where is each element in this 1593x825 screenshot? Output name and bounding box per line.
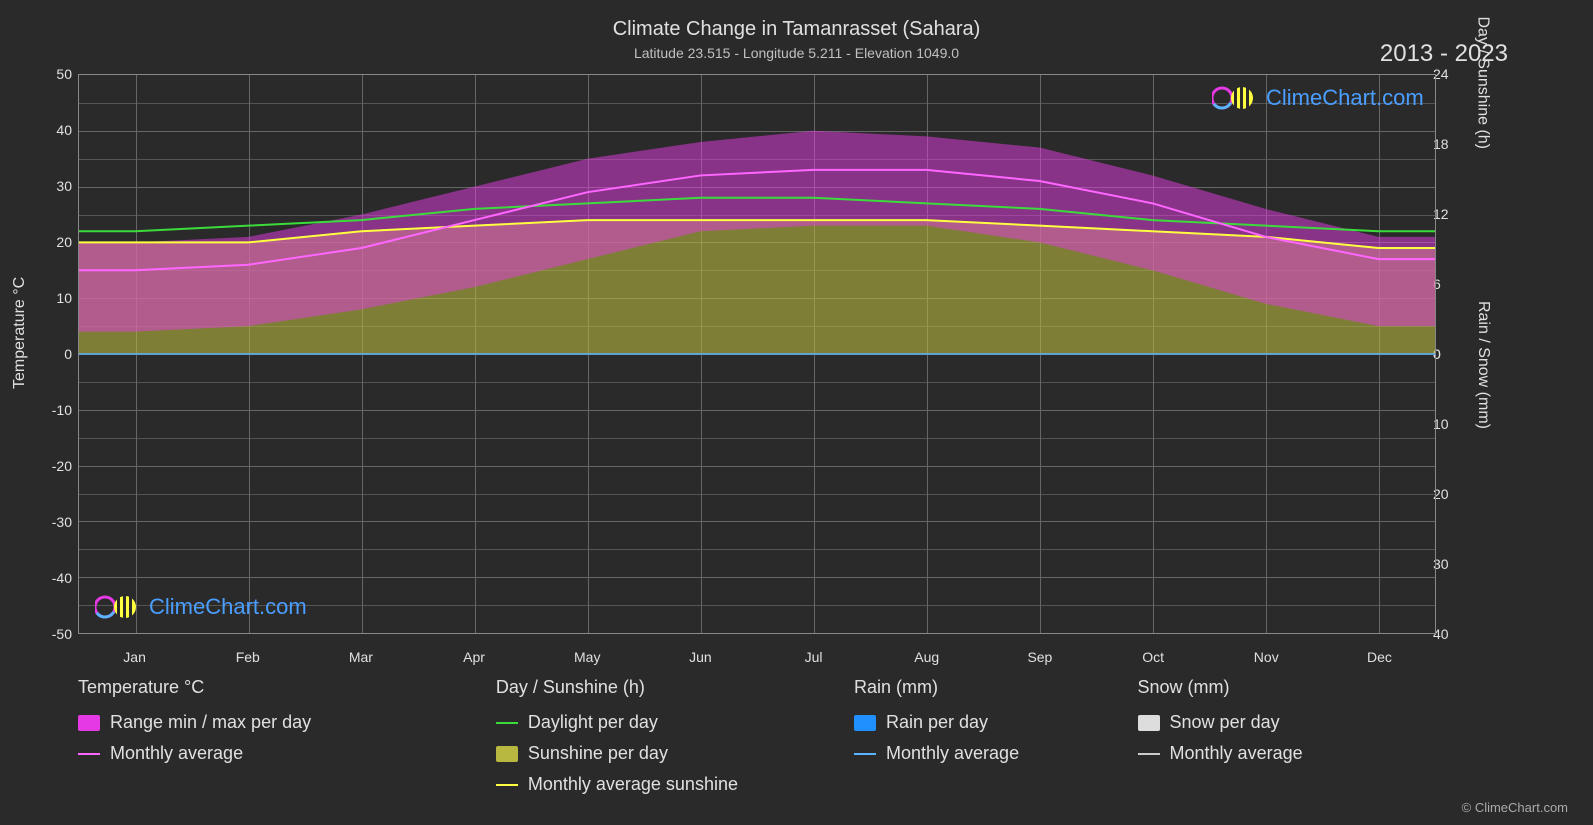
legend-item: Rain per day (854, 712, 1138, 733)
legend-header: Temperature °C (78, 677, 496, 698)
legend-swatch (1138, 715, 1160, 731)
legend-label: Monthly average sunshine (528, 774, 738, 795)
y-left-tick: -30 (42, 514, 72, 530)
legend-swatch (496, 746, 518, 762)
x-tick: Aug (897, 649, 957, 665)
legend-item: Sunshine per day (496, 743, 854, 764)
y-left-tick: 50 (42, 66, 72, 82)
watermark-text: ClimeChart.com (149, 594, 307, 620)
y-left-tick: 40 (42, 122, 72, 138)
watermark: ClimeChart.com (1212, 85, 1424, 111)
legend-column: Snow (mm) Snow per day Monthly average (1138, 677, 1436, 805)
y-left-axis-title: Temperature °C (11, 277, 29, 389)
legend-column: Rain (mm) Rain per day Monthly average (854, 677, 1138, 805)
legend-swatch (1138, 753, 1160, 755)
data-layer (79, 75, 1435, 633)
x-tick: Dec (1349, 649, 1409, 665)
watermark: ClimeChart.com (95, 594, 307, 620)
logo-icon (1212, 85, 1260, 111)
x-tick: Apr (444, 649, 504, 665)
legend-label: Daylight per day (528, 712, 658, 733)
logo-icon (95, 594, 143, 620)
legend-column: Day / Sunshine (h) Daylight per day Sunshi… (496, 677, 854, 805)
legend-column: Temperature °C Range min / max per day Mon… (78, 677, 496, 805)
y-right-bottom-tick: 0 (1433, 346, 1463, 362)
chart-title: Climate Change in Tamanrasset (Sahara) (0, 0, 1593, 41)
climate-chart: Climate Change in Tamanrasset (Sahara) L… (0, 0, 1593, 825)
y-left-tick: 30 (42, 178, 72, 194)
y-right-bottom-tick: 10 (1433, 416, 1463, 432)
legend-label: Monthly average (110, 743, 243, 764)
x-tick: May (557, 649, 617, 665)
y-left-tick: -10 (42, 402, 72, 418)
y-right-top-tick: 6 (1433, 276, 1463, 292)
legend-header: Snow (mm) (1138, 677, 1436, 698)
y-right-top-tick: 18 (1433, 136, 1463, 152)
legend-swatch (496, 784, 518, 786)
x-tick: Jul (784, 649, 844, 665)
legend-label: Snow per day (1170, 712, 1280, 733)
y-right-bottom-tick: 20 (1433, 486, 1463, 502)
x-tick: Oct (1123, 649, 1183, 665)
legend-swatch (78, 753, 100, 755)
legend-item: Monthly average (854, 743, 1138, 764)
legend-item: Monthly average sunshine (496, 774, 854, 795)
legend-item: Monthly average (78, 743, 496, 764)
x-tick: Sep (1010, 649, 1070, 665)
y-left-tick: 20 (42, 234, 72, 250)
legend-swatch (496, 722, 518, 724)
legend-item: Monthly average (1138, 743, 1436, 764)
legend-label: Sunshine per day (528, 743, 668, 764)
x-tick: Feb (218, 649, 278, 665)
chart-subtitle: Latitude 23.515 - Longitude 5.211 - Elev… (0, 41, 1593, 61)
legend-item: Snow per day (1138, 712, 1436, 733)
legend-header: Day / Sunshine (h) (496, 677, 854, 698)
legend-item: Daylight per day (496, 712, 854, 733)
legend-label: Rain per day (886, 712, 988, 733)
x-tick: Nov (1236, 649, 1296, 665)
y-left-tick: -20 (42, 458, 72, 474)
legend-label: Range min / max per day (110, 712, 311, 733)
legend-item: Range min / max per day (78, 712, 496, 733)
y-right-top-tick: 24 (1433, 66, 1463, 82)
copyright: © ClimeChart.com (1462, 800, 1568, 815)
plot-area (78, 74, 1436, 634)
legend-swatch (78, 715, 100, 731)
y-right-top-title: Day / Sunshine (h) (1474, 16, 1492, 149)
y-left-tick: -40 (42, 570, 72, 586)
y-left-tick: -50 (42, 626, 72, 642)
legend-swatch (854, 715, 876, 731)
y-right-bottom-tick: 40 (1433, 626, 1463, 642)
x-tick: Jan (105, 649, 165, 665)
y-left-tick: 10 (42, 290, 72, 306)
legend-label: Monthly average (886, 743, 1019, 764)
y-left-tick: 0 (42, 346, 72, 362)
x-tick: Mar (331, 649, 391, 665)
y-right-bottom-title: Rain / Snow (mm) (1474, 301, 1492, 429)
legend: Temperature °C Range min / max per day Mon… (78, 677, 1436, 805)
y-right-top-tick: 12 (1433, 206, 1463, 222)
x-tick: Jun (670, 649, 730, 665)
legend-header: Rain (mm) (854, 677, 1138, 698)
watermark-text: ClimeChart.com (1266, 85, 1424, 111)
legend-swatch (854, 753, 876, 755)
legend-label: Monthly average (1170, 743, 1303, 764)
y-right-bottom-tick: 30 (1433, 556, 1463, 572)
